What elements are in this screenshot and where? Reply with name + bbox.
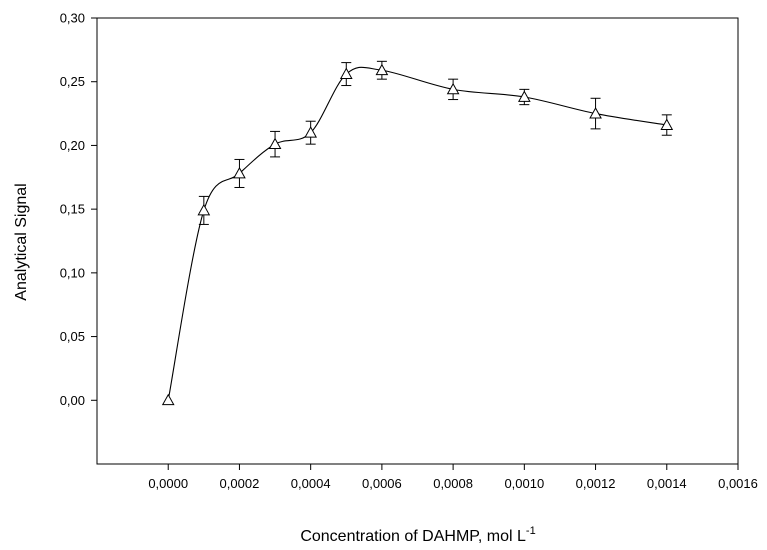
x-tick-label: 0,0000 xyxy=(148,476,188,491)
data-points xyxy=(161,63,674,406)
data-point xyxy=(197,203,211,216)
x-tick-label: 0,0016 xyxy=(718,476,758,491)
axes xyxy=(91,17,739,470)
data-point xyxy=(339,67,353,79)
data-point xyxy=(161,393,175,406)
x-axis-title: Concentration of DAHMP, mol L-1 xyxy=(300,525,535,545)
y-tick-label: 0,25 xyxy=(60,74,85,89)
data-point xyxy=(233,166,246,179)
x-tick-label: 0,0010 xyxy=(504,476,544,491)
data-point xyxy=(375,63,389,76)
y-tick-label: 0,10 xyxy=(60,265,85,280)
x-tick-label: 0,0012 xyxy=(576,476,616,491)
data-point xyxy=(268,137,282,150)
data-point xyxy=(660,118,674,130)
plot-frame xyxy=(96,17,739,465)
x-tick-label: 0,0006 xyxy=(362,476,402,491)
data-point xyxy=(517,90,531,102)
x-tick-label: 0,0014 xyxy=(647,476,687,491)
y-axis-title: Analytical Signal xyxy=(13,183,30,300)
y-tick-label: 0,00 xyxy=(60,393,85,408)
x-tick-label: 0,0004 xyxy=(291,476,331,491)
y-tick-label: 0,05 xyxy=(60,329,85,344)
data-point xyxy=(446,82,460,95)
y-tick-label: 0,15 xyxy=(60,202,85,217)
y-tick-label: 0,30 xyxy=(60,11,85,26)
data-point xyxy=(304,126,318,138)
x-tick-label: 0,0002 xyxy=(220,476,260,491)
x-axis-title-superscript: -1 xyxy=(526,525,536,537)
error-bars xyxy=(198,60,672,225)
tick-labels: 0,0000 0,0002 0,0004 0,0006 0,0008 0,0010 0,00… xyxy=(60,11,758,492)
x-axis-title-text: Concentration of DAHMP, mol L xyxy=(300,528,526,545)
data-point xyxy=(589,107,602,119)
y-tick-label: 0,20 xyxy=(60,138,85,153)
x-tick-label: 0,0008 xyxy=(433,476,473,491)
